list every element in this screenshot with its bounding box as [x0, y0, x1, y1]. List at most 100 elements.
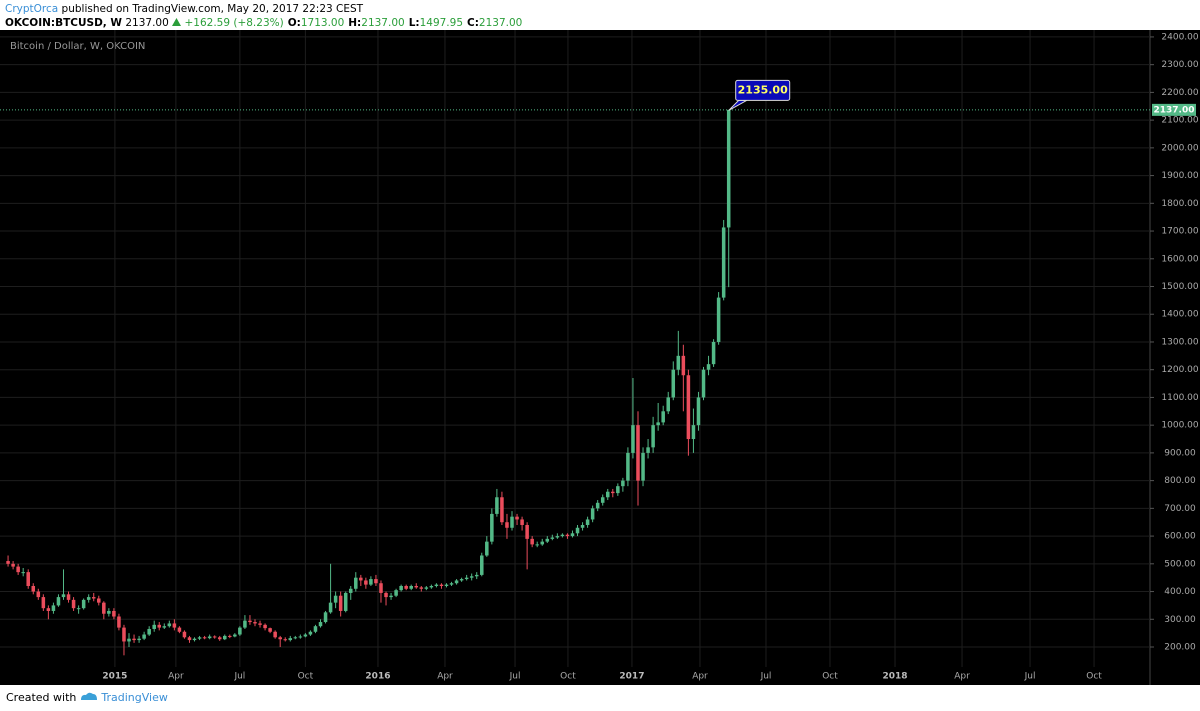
- candle-body: [666, 397, 670, 412]
- candle-body: [535, 544, 539, 546]
- candle-body: [490, 513, 494, 542]
- candle-body: [243, 620, 247, 628]
- chart-title: Bitcoin / Dollar, W, OKCOIN: [10, 41, 145, 52]
- x-tick-label: Oct: [560, 672, 576, 682]
- candle-body: [167, 623, 172, 627]
- ohlc-value: 2137.00: [478, 17, 523, 29]
- candle-body: [293, 637, 298, 639]
- candle-body: [671, 369, 676, 398]
- ohlc-label: C:: [467, 17, 479, 29]
- candle-body: [61, 594, 66, 598]
- brand[interactable]: TradingView: [101, 691, 168, 704]
- candle-body: [112, 610, 116, 617]
- header: CryptOrca published on TradingView.com, …: [0, 0, 1200, 30]
- author[interactable]: CryptOrca: [5, 3, 59, 15]
- y-tick-label: 800.00: [1164, 476, 1196, 486]
- candle-body: [91, 597, 96, 599]
- candle-body: [202, 637, 207, 639]
- candle-body: [233, 634, 237, 637]
- y-tick-label: 1600.00: [1161, 254, 1198, 264]
- last-price-tag: [1152, 103, 1196, 116]
- candle-body: [419, 587, 424, 589]
- candle-body: [555, 536, 560, 538]
- y-tick-label: 200.00: [1164, 643, 1196, 653]
- candle-body: [515, 516, 519, 520]
- candle-body: [308, 631, 313, 635]
- ohlc: O:1713.00 H:2137.00 L:1497.95 C:2137.00: [284, 17, 523, 29]
- candle-body: [147, 628, 151, 635]
- y-tick-label: 1900.00: [1161, 171, 1198, 181]
- candle-body: [495, 497, 499, 514]
- candle-body: [97, 598, 101, 603]
- annotation-label: 2135.00: [738, 83, 788, 96]
- candle-body: [152, 624, 156, 629]
- candle-body: [157, 624, 162, 628]
- candle-body: [46, 608, 51, 611]
- candle-body: [590, 508, 595, 520]
- y-tick-label: 1400.00: [1161, 310, 1198, 320]
- candle-body: [268, 628, 272, 632]
- logo: [80, 692, 97, 700]
- created: Created with: [6, 691, 77, 704]
- candle-body: [545, 538, 550, 542]
- candle-body: [66, 594, 71, 600]
- y-tick-label: 300.00: [1164, 615, 1196, 625]
- y-tick-label: 2200.00: [1161, 88, 1198, 98]
- candle-body: [273, 631, 277, 638]
- candle-body: [16, 566, 20, 573]
- y-tick-label: 1000.00: [1161, 421, 1198, 431]
- candle-body: [439, 584, 444, 587]
- ohlc-label: O:: [287, 17, 301, 29]
- candle-body: [369, 579, 373, 585]
- chart: Bitcoin / Dollar, W, OKCOIN 200.00 300.00…: [0, 30, 1200, 685]
- candle-body: [162, 626, 167, 628]
- candle-body: [222, 635, 227, 640]
- candle-body: [313, 626, 318, 632]
- candle-body: [686, 375, 691, 440]
- candle-body: [595, 502, 600, 509]
- candle-body: [258, 623, 262, 625]
- candle-body: [117, 616, 121, 628]
- candle-body: [540, 541, 545, 545]
- candle-body: [429, 586, 434, 588]
- candle-body: [485, 541, 489, 556]
- x-tick-label: Oct: [822, 672, 838, 682]
- candle-body: [585, 519, 590, 525]
- candle-body: [600, 497, 605, 503]
- candle-body: [520, 519, 524, 525]
- candle-body: [278, 637, 282, 640]
- y-tick-label: 2300.00: [1161, 60, 1198, 70]
- candle-body: [348, 588, 353, 593]
- candle-body: [172, 623, 177, 628]
- candle-body: [424, 587, 429, 589]
- y-tick-label: 700.00: [1164, 504, 1196, 514]
- candle-body: [726, 109, 731, 228]
- candle-body: [127, 638, 131, 642]
- published: published on TradingView.com, May 20, 20…: [61, 3, 364, 15]
- candle-body: [701, 369, 706, 398]
- candle-body: [364, 580, 368, 585]
- up-arrow: [172, 18, 182, 26]
- candle-body: [187, 637, 192, 641]
- candle-body: [434, 584, 439, 587]
- candle-body: [626, 452, 630, 481]
- candle-body: [444, 584, 449, 587]
- candle-body: [182, 631, 187, 638]
- annotation: 2135.00: [728, 79, 791, 111]
- candle-body: [41, 597, 46, 609]
- candle-body: [691, 425, 696, 440]
- candle-body: [323, 612, 328, 623]
- candle-body: [283, 639, 287, 641]
- x-tick-label: Apr: [168, 672, 184, 682]
- ohlc-label: L:: [408, 17, 420, 29]
- candle-body: [621, 480, 625, 487]
- candle-body: [636, 425, 640, 481]
- x-tick-label: 2018: [882, 672, 907, 682]
- candle-body: [142, 634, 146, 639]
- x-tick-label: 2015: [102, 672, 127, 682]
- candle-body: [253, 622, 257, 624]
- candle-body: [570, 533, 575, 537]
- footer: Created with TradingView: [0, 685, 1200, 711]
- ohlc-value: 1713.00: [300, 17, 345, 29]
- candle-body: [656, 422, 660, 426]
